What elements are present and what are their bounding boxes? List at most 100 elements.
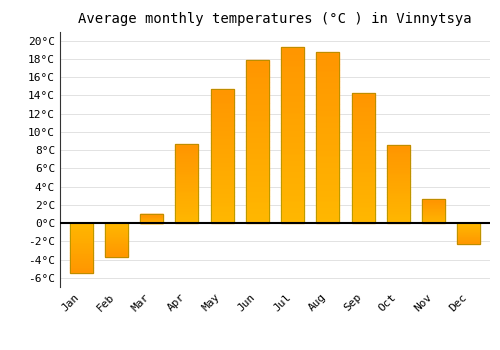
- Bar: [316, 121, 340, 126]
- Bar: [316, 81, 340, 86]
- Bar: [105, 248, 128, 249]
- Bar: [176, 191, 199, 194]
- Bar: [316, 58, 340, 64]
- Bar: [210, 214, 234, 219]
- Bar: [387, 155, 410, 158]
- Bar: [246, 60, 269, 65]
- Bar: [105, 242, 128, 243]
- Bar: [316, 109, 340, 115]
- Bar: [70, 235, 92, 237]
- Bar: [246, 147, 269, 152]
- Bar: [281, 129, 304, 135]
- Bar: [176, 146, 199, 149]
- Bar: [246, 207, 269, 212]
- Bar: [70, 223, 92, 225]
- Bar: [387, 197, 410, 199]
- Bar: [422, 202, 445, 203]
- Bar: [70, 223, 92, 273]
- Bar: [458, 234, 480, 235]
- Bar: [352, 154, 374, 158]
- Bar: [458, 229, 480, 230]
- Bar: [281, 106, 304, 112]
- Bar: [458, 240, 480, 241]
- Bar: [352, 93, 374, 97]
- Bar: [281, 94, 304, 100]
- Bar: [70, 260, 92, 261]
- Bar: [281, 100, 304, 106]
- Bar: [70, 245, 92, 246]
- Bar: [422, 214, 445, 215]
- Bar: [70, 238, 92, 240]
- Bar: [176, 178, 199, 181]
- Bar: [316, 104, 340, 109]
- Bar: [246, 98, 269, 103]
- Bar: [246, 136, 269, 141]
- Bar: [387, 153, 410, 155]
- Bar: [458, 243, 480, 244]
- Bar: [70, 231, 92, 233]
- Bar: [105, 237, 128, 238]
- Bar: [352, 93, 374, 223]
- Bar: [316, 195, 340, 200]
- Bar: [281, 188, 304, 194]
- Bar: [176, 202, 199, 205]
- Bar: [352, 180, 374, 184]
- Bar: [281, 164, 304, 170]
- Bar: [316, 92, 340, 98]
- Bar: [70, 243, 92, 245]
- Bar: [422, 219, 445, 220]
- Bar: [105, 250, 128, 251]
- Bar: [458, 239, 480, 240]
- Bar: [352, 175, 374, 180]
- Bar: [352, 171, 374, 175]
- Bar: [422, 215, 445, 216]
- Bar: [105, 246, 128, 247]
- Bar: [70, 265, 92, 267]
- Bar: [246, 114, 269, 120]
- Bar: [281, 217, 304, 223]
- Bar: [316, 144, 340, 149]
- Bar: [246, 218, 269, 223]
- Bar: [176, 199, 199, 202]
- Bar: [176, 154, 199, 157]
- Bar: [210, 165, 234, 169]
- Bar: [210, 161, 234, 165]
- Bar: [316, 155, 340, 161]
- Bar: [70, 255, 92, 257]
- Bar: [210, 156, 234, 161]
- Bar: [422, 207, 445, 208]
- Title: Average monthly temperatures (°C ) in Vinnytsya: Average monthly temperatures (°C ) in Vi…: [78, 12, 472, 26]
- Bar: [176, 186, 199, 189]
- Bar: [352, 123, 374, 127]
- Bar: [246, 76, 269, 82]
- Bar: [70, 240, 92, 242]
- Bar: [281, 176, 304, 182]
- Bar: [422, 210, 445, 211]
- Bar: [246, 180, 269, 185]
- Bar: [246, 109, 269, 114]
- Bar: [210, 89, 234, 93]
- Bar: [176, 207, 199, 210]
- Bar: [352, 106, 374, 110]
- Bar: [246, 125, 269, 131]
- Bar: [105, 241, 128, 242]
- Bar: [458, 226, 480, 227]
- Bar: [281, 112, 304, 118]
- Bar: [352, 193, 374, 197]
- Bar: [422, 221, 445, 222]
- Bar: [316, 172, 340, 177]
- Bar: [176, 149, 199, 152]
- Bar: [422, 206, 445, 207]
- Bar: [387, 215, 410, 218]
- Bar: [422, 220, 445, 221]
- Bar: [316, 115, 340, 121]
- Bar: [105, 223, 128, 224]
- Bar: [140, 214, 163, 223]
- Bar: [387, 194, 410, 197]
- Bar: [246, 87, 269, 92]
- Bar: [210, 187, 234, 192]
- Bar: [281, 82, 304, 88]
- Bar: [352, 201, 374, 206]
- Bar: [105, 232, 128, 233]
- Bar: [352, 114, 374, 119]
